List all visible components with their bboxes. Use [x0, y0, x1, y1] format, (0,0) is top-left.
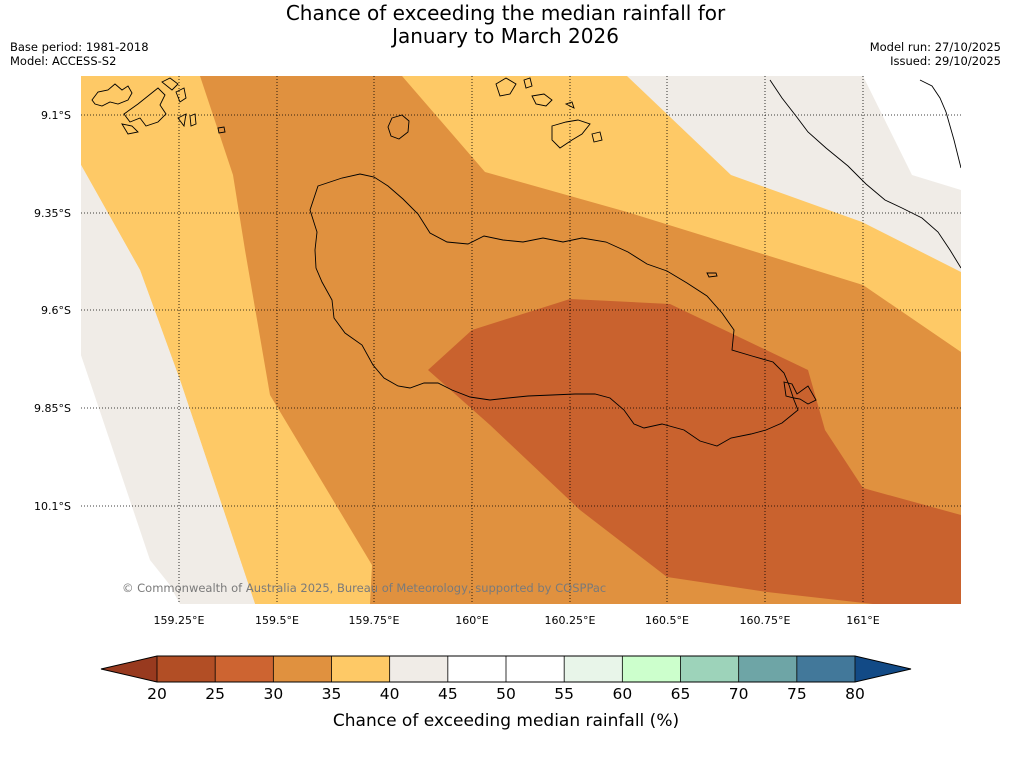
colorbar-tick-label: 25: [205, 685, 225, 703]
lat-tick: 9.35°S: [34, 207, 71, 220]
colorbar-label: Chance of exceeding median rainfall (%): [333, 711, 679, 731]
colorbar-tick-label: 80: [845, 685, 865, 703]
colorbar-swatch: [506, 656, 565, 682]
colorbar-under-arrow: [101, 656, 157, 682]
colorbar-swatch: [738, 656, 798, 682]
base-period-text: Base period: 1981-2018: [10, 40, 149, 54]
colorbar-tick-label: 70: [729, 685, 749, 703]
graticule: [81, 76, 961, 604]
colorbar-tick-label: 50: [496, 685, 516, 703]
lat-tick: 9.6°S: [41, 304, 71, 317]
colorbar-swatch: [273, 656, 332, 682]
band-45-50: [81, 505, 130, 604]
colorbar-tick-label: 35: [322, 685, 342, 703]
coastline-malaita: [769, 79, 961, 269]
meta-left: Base period: 1981-2018 Model: ACCESS-S2: [10, 40, 149, 68]
colorbar-tick-label: 60: [612, 685, 632, 703]
colorbar-swatch: [389, 656, 449, 682]
meta-right: Model run: 27/10/2025 Issued: 29/10/2025: [870, 40, 1001, 68]
colorbar-swatch: [796, 656, 856, 682]
lon-tick: 159.25°E: [154, 614, 205, 627]
colorbar-swatch: [215, 656, 274, 682]
lon-tick: 160.25°E: [545, 614, 596, 627]
coastline-nggela-islands: [495, 77, 603, 149]
coastline-small-islet: [706, 272, 718, 278]
lat-tick: 10.1°S: [34, 500, 71, 513]
colorbar-tick-label: 45: [438, 685, 458, 703]
band-40-45: [627, 76, 961, 272]
coastline-malaita-north: [919, 79, 961, 169]
band-25-30: [428, 299, 961, 604]
colorbar-tick-label: 20: [147, 685, 167, 703]
map-title-line2: January to March 2026: [392, 24, 619, 48]
latitude-ticks: 9.1°S 9.35°S 9.6°S 9.85°S 10.1°S: [34, 109, 71, 513]
lon-tick: 160.75°E: [740, 614, 791, 627]
lon-tick: 160.5°E: [645, 614, 689, 627]
lat-tick: 9.85°S: [34, 402, 71, 415]
probability-field: [81, 76, 961, 604]
lon-tick: 161°E: [846, 614, 879, 627]
band-40-45: [81, 165, 255, 604]
colorbar-swatch: [447, 656, 507, 682]
coastline-savo-island: [387, 114, 410, 140]
colorbar-tick-label: 65: [671, 685, 691, 703]
model-text: Model: ACCESS-S2: [10, 54, 117, 68]
map-title-line1: Chance of exceeding the median rainfall …: [285, 1, 726, 25]
colorbar-tick-label: 30: [263, 685, 283, 703]
colorbar-swatch: [331, 656, 391, 682]
copyright-text: © Commonwealth of Australia 2025, Bureau…: [122, 581, 606, 595]
colorbar-tick-label: 40: [380, 685, 400, 703]
band-45-50: [863, 76, 961, 190]
colorbar-swatch: [564, 656, 623, 682]
issued-text: Issued: 29/10/2025: [890, 54, 1001, 68]
model-run-text: Model run: 27/10/2025: [869, 40, 1001, 54]
longitude-ticks: 159.25°E 159.5°E 159.75°E 160°E 160.25°E…: [154, 614, 880, 627]
colorbar: 20 25 30 35 40 45 50 55 60 65 70 75 80 Chance of exc…: [100, 655, 912, 731]
colorbar-tick-label: 75: [787, 685, 807, 703]
coastline-russell-islands: [91, 77, 226, 135]
colorbar-over-arrow: [855, 656, 911, 682]
lon-tick: 159.5°E: [255, 614, 299, 627]
coastline-guadalcanal: [309, 173, 799, 447]
colorbar-swatch: [680, 656, 740, 682]
coastlines: [91, 77, 961, 447]
colorbar-swatch: [157, 656, 216, 682]
lat-tick: 9.1°S: [41, 109, 71, 122]
lon-tick: 159.75°E: [349, 614, 400, 627]
lon-tick: 160°E: [455, 614, 488, 627]
coastline-marau-islets: [783, 381, 817, 405]
colorbar-swatch: [622, 656, 681, 682]
colorbar-tick-label: 55: [554, 685, 574, 703]
